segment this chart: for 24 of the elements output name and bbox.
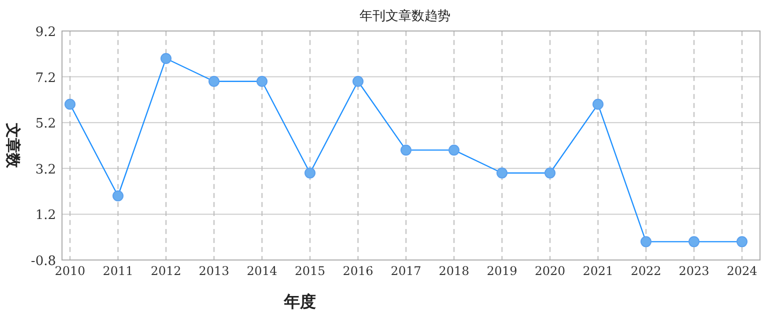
x-tick-label: 2020 [534, 264, 566, 278]
x-tick-label: 2024 [726, 264, 758, 278]
x-tick-label: 2014 [246, 264, 278, 278]
x-tick-label: 2019 [486, 264, 518, 278]
x-tick-label: 2017 [390, 264, 422, 278]
x-tick-label: 2010 [54, 264, 86, 278]
x-tick-label: 2015 [294, 264, 326, 278]
x-tick-label: 2013 [198, 264, 230, 278]
chart-title: 年刊文章数趋势 [360, 9, 450, 24]
x-axis-title: 年度 [283, 292, 316, 311]
x-tick-label: 2021 [582, 264, 614, 278]
y-tick-label: 1.2 [35, 208, 56, 224]
y-tick-label: 3.2 [35, 162, 56, 178]
y-tick-label: 9.2 [35, 25, 56, 40]
x-tick-label: 2023 [678, 264, 710, 278]
y-tick-label: 5.2 [35, 116, 56, 132]
x-tick-label: 2018 [438, 264, 470, 278]
y-axis-title: 文章数 [4, 122, 22, 169]
x-tick-label: 2016 [342, 264, 374, 278]
x-tick-label: 2012 [150, 264, 182, 278]
y-tick-label: -0.8 [30, 254, 56, 269]
y-tick-label: 7.2 [35, 70, 56, 86]
x-tick-label: 2011 [102, 264, 134, 278]
x-tick-label: 2022 [630, 264, 662, 278]
